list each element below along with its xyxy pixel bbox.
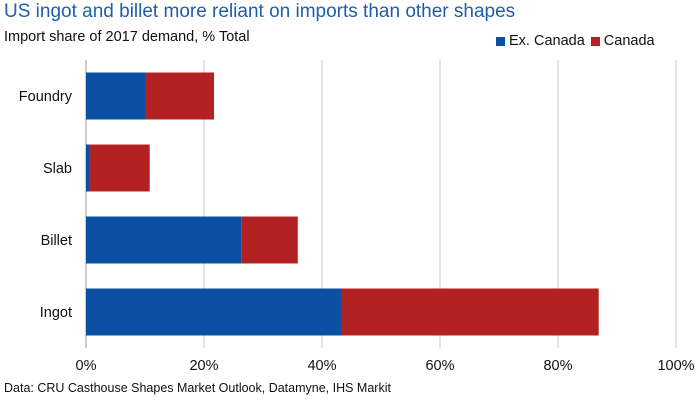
legend-item-ex-canada: Ex. Canada	[496, 33, 585, 49]
bar-canada-ingot	[341, 288, 599, 336]
bar-ex-canada-foundry	[86, 72, 145, 120]
bar-ex-canada-slab	[86, 144, 90, 192]
x-tick-label: 40%	[307, 358, 336, 374]
y-tick-label: Billet	[41, 233, 72, 249]
legend-swatch-canada	[590, 36, 600, 46]
bar-ex-canada-billet	[86, 216, 242, 264]
x-tick-label: 100%	[657, 358, 694, 374]
x-tick-label: 60%	[425, 358, 454, 374]
legend-label-ex-canada: Ex. Canada	[509, 33, 585, 49]
legend-label-canada: Canada	[603, 33, 655, 49]
bar-canada-foundry	[145, 72, 215, 120]
x-tick-label: 80%	[543, 358, 572, 374]
legend: Ex. Canada Canada	[496, 33, 661, 49]
bar-canada-billet	[241, 216, 298, 264]
y-tick-label: Ingot	[40, 305, 72, 321]
bar-ex-canada-ingot	[86, 288, 342, 336]
bar-canada-slab	[89, 144, 150, 192]
chart-title: US ingot and billet more reliant on impo…	[4, 1, 516, 22]
legend-item-canada: Canada	[590, 33, 655, 49]
y-tick-label: Foundry	[19, 89, 73, 105]
source-note: Data: CRU Casthouse Shapes Market Outloo…	[4, 381, 391, 395]
x-tick-label: 0%	[76, 358, 97, 374]
legend-swatch-ex-canada	[496, 36, 505, 46]
y-tick-label: Slab	[43, 161, 72, 177]
x-tick-label: 20%	[189, 358, 218, 374]
chart-subtitle: Import share of 2017 demand, % Total	[4, 29, 250, 45]
